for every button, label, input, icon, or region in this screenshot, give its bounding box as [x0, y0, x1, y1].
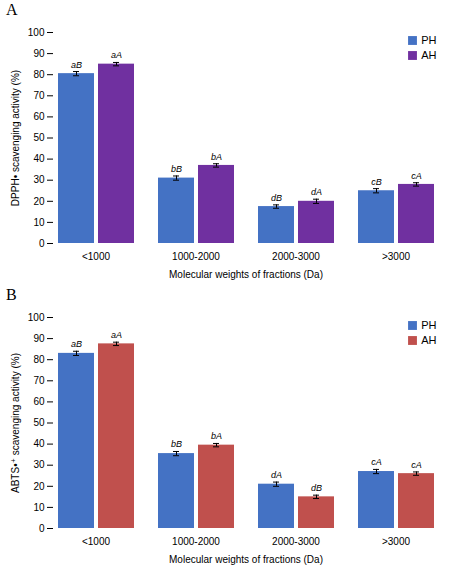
svg-text:AH: AH [421, 49, 436, 61]
svg-text:cA: cA [411, 460, 422, 470]
svg-text:PH: PH [421, 34, 436, 46]
svg-text:80: 80 [33, 354, 45, 365]
svg-text:dB: dB [271, 193, 282, 203]
svg-text:40: 40 [33, 153, 45, 164]
svg-text:10: 10 [33, 217, 45, 228]
svg-text:Molecular weights of fractions: Molecular weights of fractions (Da) [169, 269, 323, 280]
svg-text:ABTS•⁺ scavenging activity (%): ABTS•⁺ scavenging activity (%) [10, 353, 21, 493]
svg-text:90: 90 [33, 48, 45, 59]
svg-text:1000-2000: 1000-2000 [172, 536, 220, 547]
svg-text:dB: dB [311, 483, 322, 493]
svg-text:10: 10 [33, 502, 45, 513]
svg-text:70: 70 [33, 90, 45, 101]
svg-text:aA: aA [111, 50, 122, 60]
svg-text:60: 60 [33, 111, 45, 122]
html-text:B: B [6, 286, 17, 303]
svg-text:DPPH• scavenging activity (%): DPPH• scavenging activity (%) [10, 70, 21, 206]
svg-text:bB: bB [171, 164, 182, 174]
svg-text:70: 70 [33, 375, 45, 386]
svg-text:50: 50 [33, 132, 45, 143]
svg-text:Molecular weights of fractions: Molecular weights of fractions (Da) [169, 554, 323, 565]
svg-text:cA: cA [371, 457, 382, 467]
svg-text:90: 90 [33, 333, 45, 344]
svg-text:aB: aB [71, 339, 82, 349]
svg-text:>3000: >3000 [382, 536, 411, 547]
html-text:A: A [6, 1, 18, 18]
svg-text:2000-3000: 2000-3000 [272, 536, 320, 547]
svg-text:<1000: <1000 [82, 536, 111, 547]
svg-text:bB: bB [171, 439, 182, 449]
svg-text:0: 0 [39, 238, 45, 249]
svg-text:<1000: <1000 [82, 251, 111, 262]
svg-text:AH: AH [421, 334, 436, 346]
svg-text:50: 50 [33, 417, 45, 428]
svg-text:40: 40 [33, 438, 45, 449]
svg-text:100: 100 [28, 27, 45, 38]
svg-text:bA: bA [211, 152, 222, 162]
svg-text:1000-2000: 1000-2000 [172, 251, 220, 262]
svg-text:20: 20 [33, 481, 45, 492]
svg-text:100: 100 [28, 312, 45, 323]
svg-text:20: 20 [33, 196, 45, 207]
svg-text:aB: aB [71, 60, 82, 70]
svg-text:bA: bA [211, 431, 222, 441]
svg-text:cA: cA [411, 171, 422, 181]
svg-text:dA: dA [311, 187, 322, 197]
svg-text:0: 0 [39, 523, 45, 534]
svg-text:30: 30 [33, 174, 45, 185]
svg-text:cB: cB [371, 177, 382, 187]
svg-text:60: 60 [33, 396, 45, 407]
svg-text:2000-3000: 2000-3000 [272, 251, 320, 262]
svg-text:aA: aA [111, 330, 122, 340]
svg-text:30: 30 [33, 459, 45, 470]
svg-text:>3000: >3000 [382, 251, 411, 262]
svg-text:PH: PH [421, 319, 436, 331]
svg-text:80: 80 [33, 69, 45, 80]
svg-text:dA: dA [271, 470, 282, 480]
